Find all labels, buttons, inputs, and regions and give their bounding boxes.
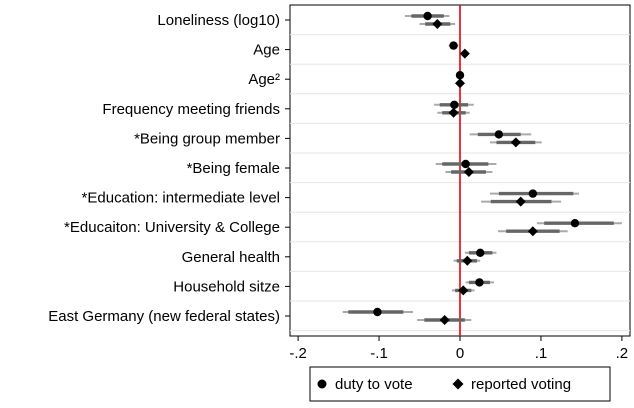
estimate-point-circle [450, 100, 459, 110]
category-label: Loneliness (log10) [157, 12, 280, 29]
estimate-point-circle [475, 278, 484, 287]
estimate-point-diamond [455, 78, 465, 89]
estimate-point-diamond [439, 315, 450, 325]
estimate-point-circle [528, 189, 538, 198]
estimate-point-diamond [527, 226, 538, 237]
estimate-point-diamond [459, 48, 470, 59]
legend-label: duty to vote [335, 376, 413, 393]
category-label: Age² [248, 71, 280, 88]
x-tick-label: .1 [535, 345, 548, 362]
estimate-point-diamond [515, 196, 526, 207]
estimate-point-circle [449, 41, 458, 50]
marks-layer [342, 11, 622, 325]
estimate-point-diamond [448, 107, 459, 118]
category-label: Household sitze [173, 278, 280, 295]
estimate-point-diamond [463, 167, 474, 177]
legend-circle-icon [317, 379, 327, 389]
category-label: *Being group member [134, 130, 280, 147]
category-label: General health [182, 249, 280, 266]
legend-diamond-icon [452, 378, 464, 390]
category-label: *Education: intermediate level [82, 190, 280, 207]
x-tick-label: 0 [456, 345, 464, 362]
estimate-point-diamond [462, 255, 473, 266]
estimate-point-diamond [510, 137, 521, 148]
legend-label: reported voting [471, 376, 571, 393]
estimate-point-circle [476, 248, 485, 257]
estimate-point-diamond [432, 19, 443, 29]
estimate-point-circle [455, 71, 465, 80]
estimate-point-circle [423, 11, 432, 21]
estimate-point-diamond [458, 285, 469, 296]
category-label: Age [253, 42, 280, 59]
category-label: *Being female [187, 160, 280, 177]
x-tick-label: -.2 [289, 345, 307, 362]
x-tick-label: -.1 [370, 345, 388, 362]
category-label: *Educaiton: University & College [64, 219, 280, 236]
legend-box [309, 366, 611, 402]
estimate-point-circle [494, 130, 504, 139]
x-tick-label: .2 [616, 345, 629, 362]
category-label: Frequency meeting friends [102, 101, 280, 118]
estimate-point-circle [570, 219, 580, 228]
legend: duty to vote reported voting [309, 366, 611, 402]
category-label: East Germany (new federal states) [48, 308, 280, 325]
axis-layer: Loneliness (log10) Age Age² Frequency meeti… [48, 12, 628, 362]
estimate-point-circle [461, 159, 470, 169]
estimate-point-circle [373, 307, 382, 317]
